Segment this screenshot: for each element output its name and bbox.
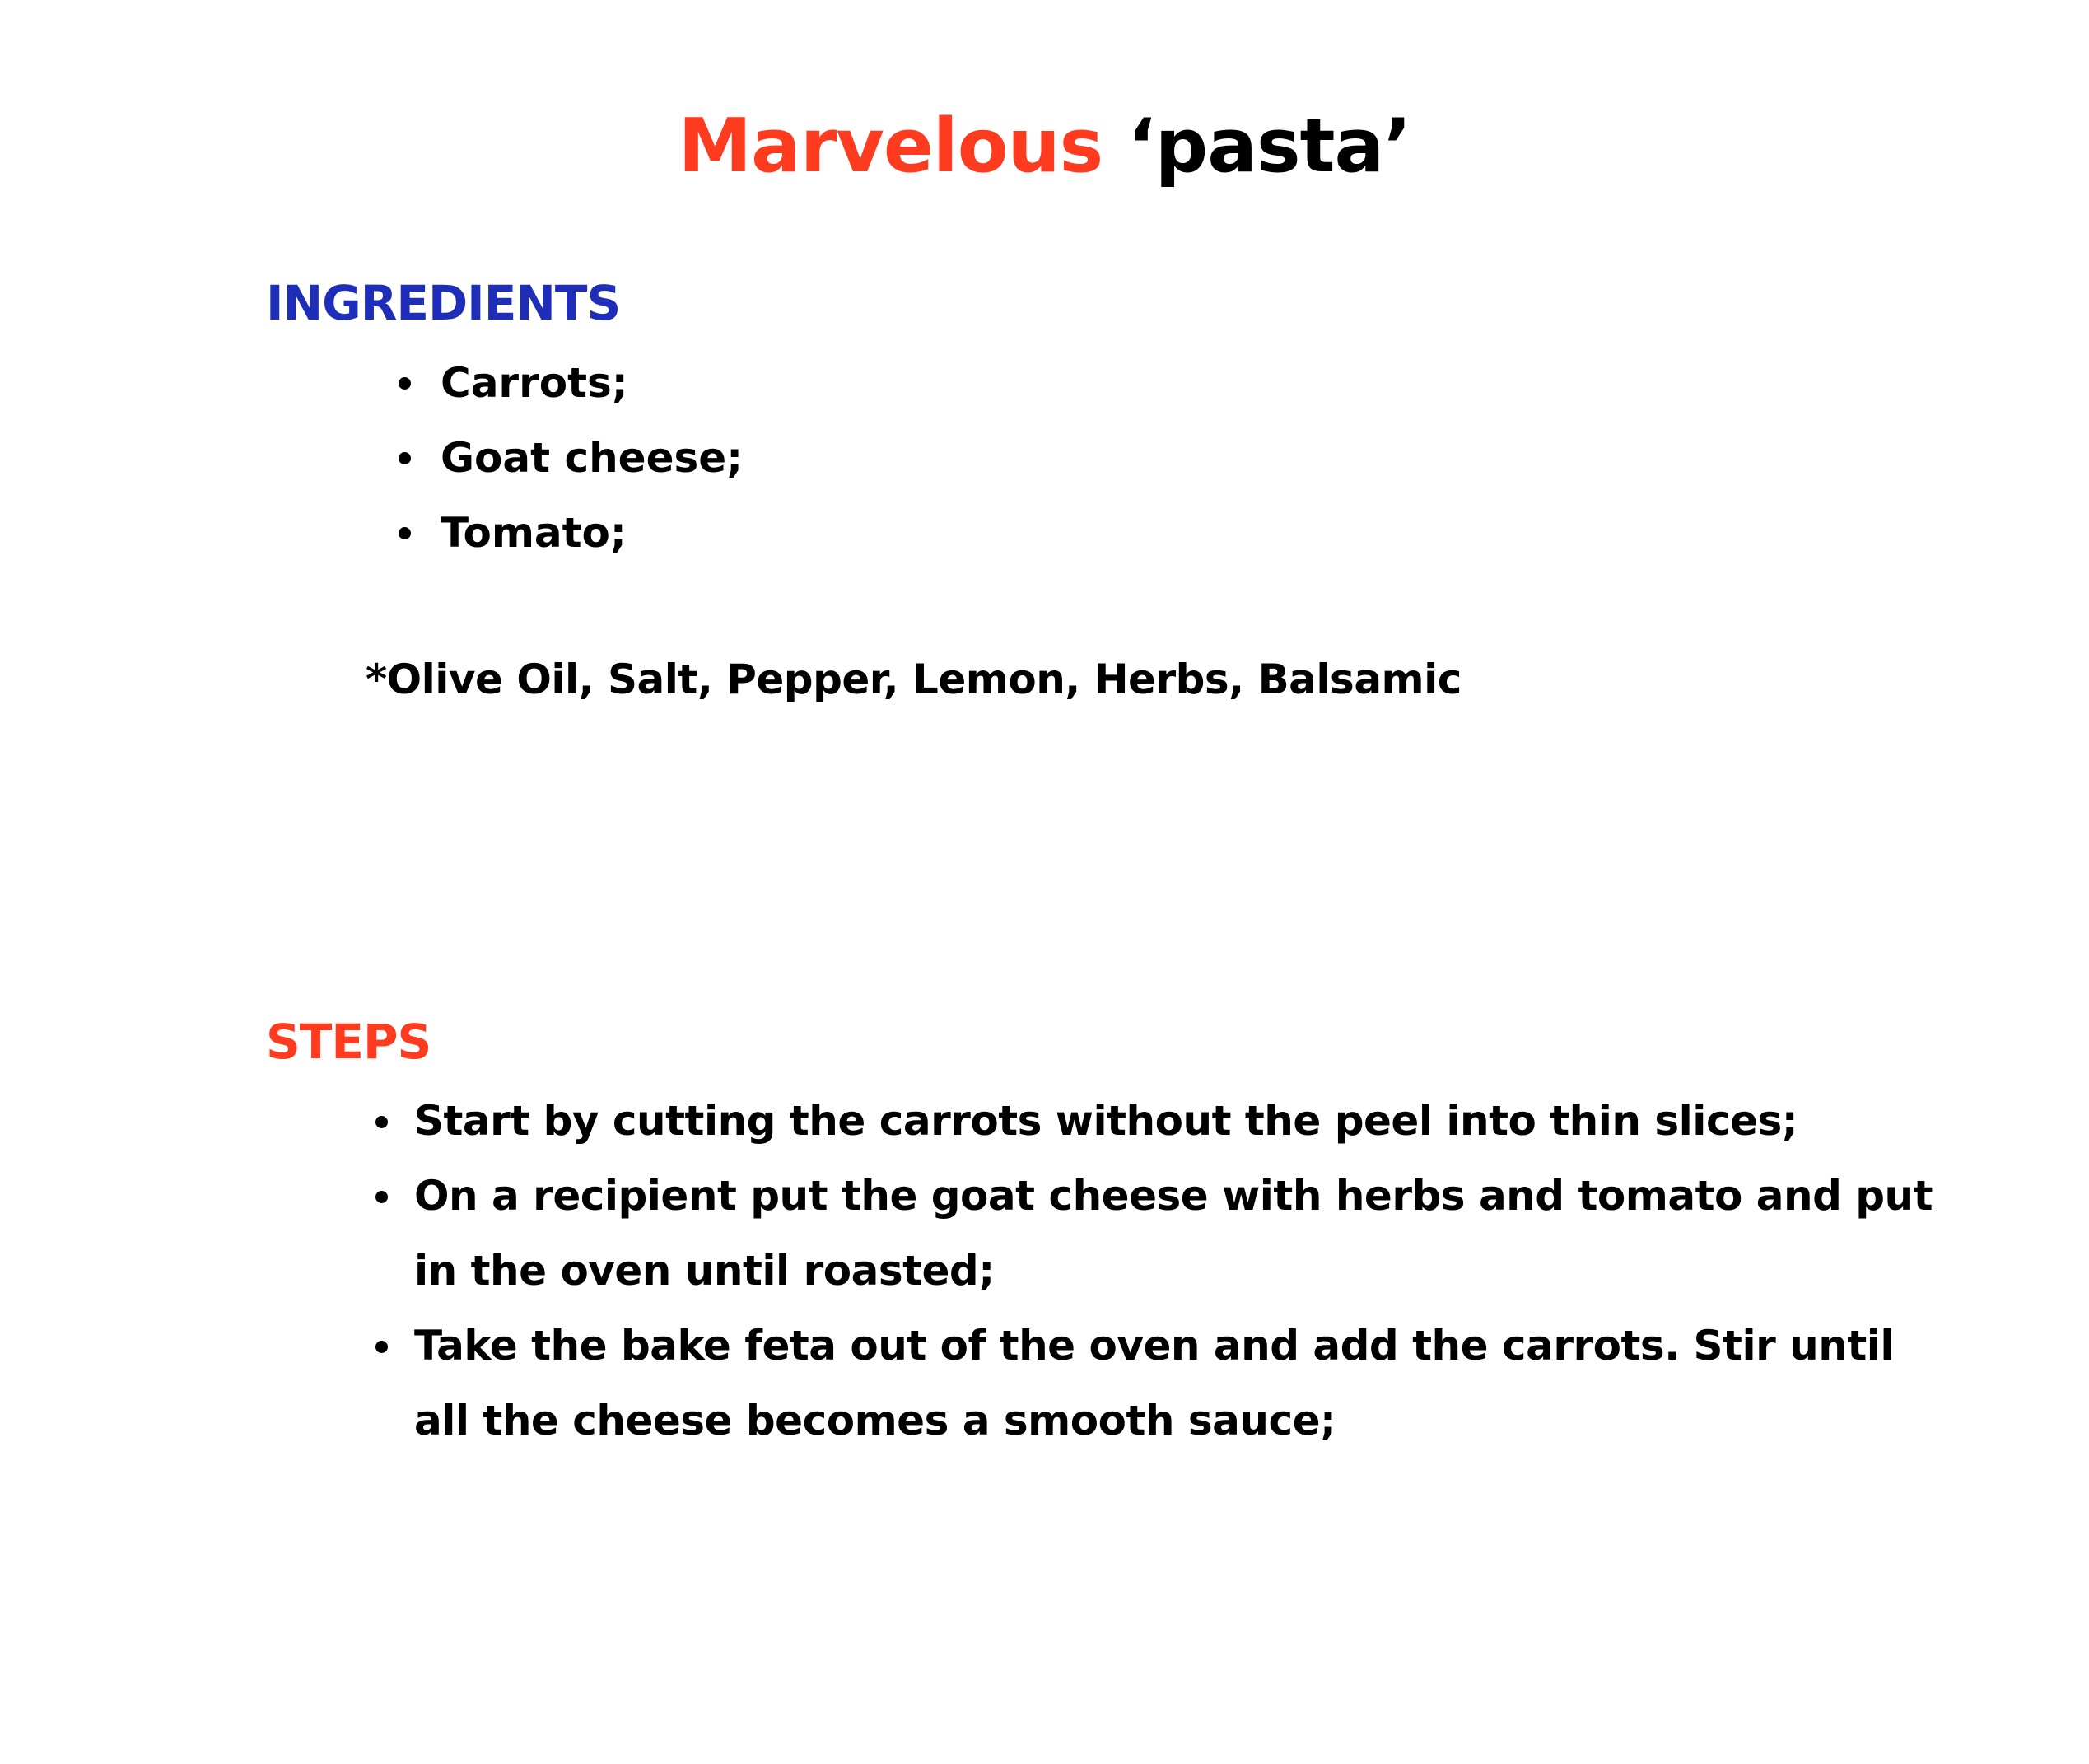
page-title: Marvelous ‘pasta’ (0, 97, 2089, 196)
list-item: Take the bake feta out of the oven and a… (375, 1309, 1979, 1458)
list-item: Carrots; (399, 349, 743, 424)
ingredient-label: Goat cheese; (441, 434, 744, 482)
list-item: Start by cutting the carrots without the… (375, 1084, 1979, 1159)
step-text-line: all the cheese becomes a smooth sauce; (414, 1397, 1336, 1444)
step-text-line: On a recipient put the goat cheese with … (414, 1172, 1933, 1220)
bullet-icon (399, 377, 411, 390)
list-item: Tomato; (399, 499, 743, 574)
ingredients-note: *Olive Oil, Salt, Pepper, Lemon, Herbs, … (366, 656, 1462, 703)
ingredients-list: Carrots; Goat cheese; Tomato; (399, 349, 744, 574)
ingredient-label: Carrots; (441, 359, 628, 407)
list-item: Goat cheese; (399, 424, 744, 499)
title-accent: Marvelous (678, 103, 1104, 189)
list-item: On a recipient put the goat cheese with … (375, 1159, 1979, 1309)
bullet-icon (399, 452, 411, 464)
bullet-icon (375, 1191, 388, 1203)
ingredient-label: Tomato; (441, 509, 627, 557)
bullet-icon (375, 1116, 388, 1128)
steps-heading: STEPS (266, 1014, 431, 1070)
ingredients-heading: INGREDIENTS (266, 275, 621, 331)
steps-list: Start by cutting the carrots without the… (375, 1084, 1979, 1458)
step-text-line: Take the bake feta out of the oven and a… (414, 1322, 1895, 1370)
title-rest: ‘pasta’ (1127, 103, 1412, 189)
bullet-icon (399, 527, 411, 539)
step-text-line: Start by cutting the carrots without the… (414, 1097, 1798, 1145)
bullet-icon (375, 1341, 388, 1353)
step-text-line: in the oven until roasted; (414, 1247, 995, 1295)
